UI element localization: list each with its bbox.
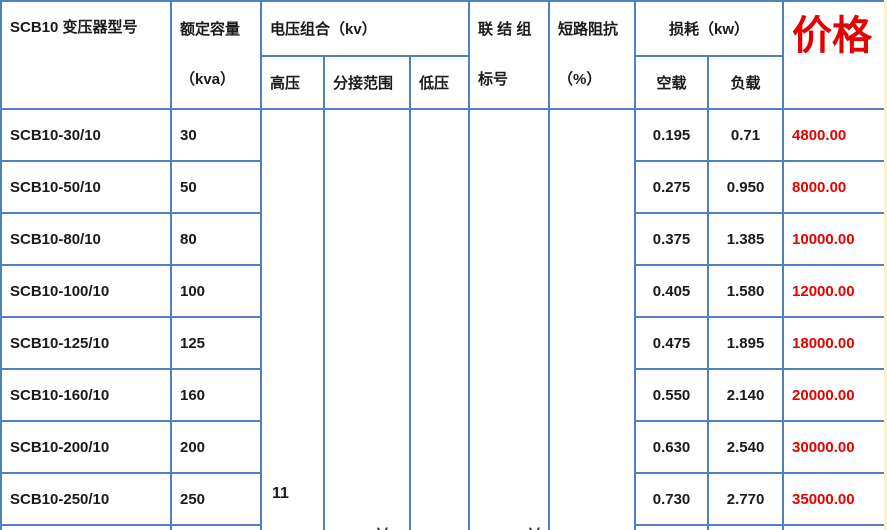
header-price: 价格 (782, 0, 887, 110)
cell-capacity: 200 (170, 420, 262, 474)
table-row: SCB10-80/10 80 0.375 1.385 10000.00 (0, 212, 887, 266)
header-connection-group: 联 结 组 标号 (468, 0, 551, 110)
cell-price: 12000.00 (782, 264, 887, 318)
cell-no-load: 0.405 (634, 264, 710, 318)
header-voltage-group: 电压组合（kv） (259, 0, 471, 57)
cell-model: SCB10-80/10 (0, 212, 172, 266)
cell-no-load: 0.730 (634, 472, 710, 526)
cell-capacity: 250 (170, 472, 262, 526)
cell-no-load-clipped (634, 524, 710, 530)
clipped-text-fragment: 丷 (527, 524, 542, 529)
cell-model: SCB10-100/10 (0, 264, 172, 318)
header-impedance-line2: （%） (558, 71, 602, 88)
cell-capacity: 100 (170, 264, 262, 318)
clipped-text-fragment: 丷 (375, 524, 390, 529)
cell-price: 35000.00 (782, 472, 887, 526)
cell-load: 2.140 (707, 368, 785, 422)
header-impedance-line1: 短路阻抗 (558, 21, 619, 38)
cell-load: 1.580 (707, 264, 785, 318)
cell-model: SCB10-50/10 (0, 160, 172, 214)
cell-capacity: 80 (170, 212, 262, 266)
cell-model: SCB10-30/10 (0, 108, 172, 162)
cell-model: SCB10-160/10 (0, 368, 172, 422)
cell-low-voltage-merged (408, 108, 471, 530)
cell-high-voltage-merged: 11 (260, 108, 325, 530)
cell-no-load: 0.475 (634, 316, 710, 370)
header-capacity-line2: （kva） (180, 71, 236, 88)
cell-capacity: 50 (170, 160, 262, 214)
table-row: SCB10-250/10 250 0.730 2.770 35000.00 (0, 472, 887, 526)
cell-connection-group-merged: 丷 (468, 108, 551, 530)
cell-capacity: 30 (170, 108, 262, 162)
cell-model: SCB10-125/10 (0, 316, 172, 370)
cell-load: 2.540 (707, 420, 785, 474)
cell-impedance-merged (548, 108, 637, 530)
cell-price: 18000.00 (782, 316, 887, 370)
cell-load-clipped (707, 524, 785, 530)
cell-model: SCB10-250/10 (0, 472, 172, 526)
cell-load: 0.950 (707, 160, 785, 214)
header-connection-line1: 联 结 组 (478, 21, 532, 38)
header-connection-line2: 标号 (478, 71, 509, 88)
cell-tap-range-merged: 丷 (323, 108, 411, 530)
cell-capacity-clipped (170, 524, 262, 530)
cell-price-clipped (782, 524, 887, 530)
right-edge-background-sliver (884, 0, 887, 530)
header-row-1: SCB10 变压器型号 额定容量 （kva） 电压组合（kv） 联 结 组 标号… (0, 0, 887, 110)
table-row: SCB10-50/10 50 0.275 0.950 8000.00 (0, 160, 887, 214)
table-row: SCB10-100/10 100 0.405 1.580 12000.00 (0, 264, 887, 318)
cell-model-clipped (0, 524, 172, 530)
table-row: SCB10-200/10 200 0.630 2.540 30000.00 (0, 420, 887, 474)
cell-price: 20000.00 (782, 368, 887, 422)
header-load: 负载 (707, 55, 785, 110)
header-rated-capacity: 额定容量 （kva） (170, 0, 262, 110)
header-no-load: 空载 (634, 55, 710, 110)
header-model: SCB10 变压器型号 (0, 0, 172, 110)
header-low-voltage: 低压 (408, 55, 471, 110)
header-capacity-line1: 额定容量 (180, 21, 241, 38)
cell-no-load: 0.375 (634, 212, 710, 266)
cell-capacity: 160 (170, 368, 262, 422)
cell-no-load: 0.550 (634, 368, 710, 422)
header-row-2: 高压 分接范围 低压 空载 负载 (1, 55, 887, 110)
cell-price: 4800.00 (782, 108, 887, 162)
header-short-circuit-impedance: 短路阻抗 （%） (548, 0, 637, 110)
cell-load: 1.385 (707, 212, 785, 266)
cell-model: SCB10-200/10 (0, 420, 172, 474)
cell-load: 2.770 (707, 472, 785, 526)
cell-no-load: 0.195 (634, 108, 710, 162)
cell-price: 8000.00 (782, 160, 887, 214)
cell-price: 30000.00 (782, 420, 887, 474)
cell-no-load: 0.275 (634, 160, 710, 214)
table-row: SCB10-160/10 160 0.550 2.140 20000.00 (0, 368, 887, 422)
header-loss: 损耗（kw） (634, 0, 785, 57)
cell-load: 1.895 (707, 316, 785, 370)
cell-no-load: 0.630 (634, 420, 710, 474)
high-voltage-value: 11 (272, 485, 289, 502)
cell-price: 10000.00 (782, 212, 887, 266)
cell-capacity: 125 (170, 316, 262, 370)
header-tap-range: 分接范围 (323, 55, 411, 110)
table-row: SCB10-125/10 125 0.475 1.895 18000.00 (0, 316, 887, 370)
table-row: SCB10-30/10 30 11 丷 丷 0.195 0.71 4800.00 (0, 108, 887, 530)
cell-load: 0.71 (707, 108, 785, 162)
header-high-voltage: 高压 (260, 55, 325, 110)
